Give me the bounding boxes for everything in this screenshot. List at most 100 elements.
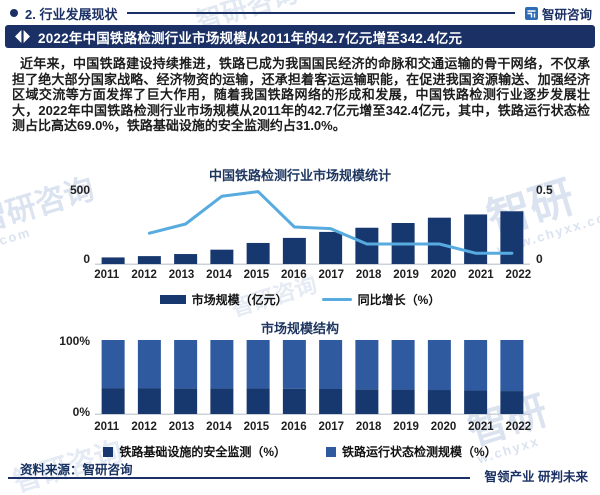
- x-axis-label: 2022: [505, 421, 532, 433]
- x-axis-label: 2016: [281, 421, 307, 433]
- stack-top-2022: [500, 340, 524, 392]
- stack-top-2021: [464, 340, 488, 391]
- bar-2016: [282, 237, 306, 264]
- square-swatch-icon: [326, 446, 336, 457]
- bar-2022: [500, 211, 524, 264]
- chart2-y-axis-min: 0%: [72, 405, 90, 419]
- stack-top-2015: [246, 340, 270, 389]
- stack-top-2012: [137, 340, 161, 389]
- x-axis-label: 2017: [318, 269, 345, 281]
- chart2-legend: 铁路基础设施的安全监测（%） 铁路运行状态检测规模（%）: [0, 443, 600, 460]
- brand-icon: [524, 6, 538, 20]
- chart2-title: 市场规模结构: [260, 321, 339, 336]
- legend-item-market-size: 市场规模（亿元）: [159, 291, 288, 308]
- x-axis-label: 2014: [206, 421, 232, 433]
- stack-top-2017: [319, 340, 343, 389]
- x-axis-label: 2020: [430, 421, 457, 433]
- bar-2015: [246, 242, 270, 264]
- bar-2020: [427, 217, 451, 264]
- brand-logo: 智研咨询: [524, 4, 592, 23]
- stack-bottom-2020: [427, 390, 451, 414]
- bar-2017: [319, 231, 343, 264]
- stack-bottom-2012: [137, 388, 161, 414]
- stack-bottom-2022: [500, 391, 524, 414]
- legend-item-infrastructure-monitoring: 铁路基础设施的安全监测（%）: [103, 443, 286, 460]
- x-axis-label: 2014: [206, 269, 232, 281]
- stack-top-2016: [282, 340, 306, 389]
- header-divider: [127, 12, 515, 14]
- x-axis-label: 2021: [468, 421, 494, 433]
- x-axis-label: 2011: [94, 421, 120, 433]
- legend-label: 市场规模（亿元）: [191, 293, 288, 307]
- x-axis-label: 2013: [168, 269, 195, 281]
- square-swatch-icon: [103, 446, 114, 457]
- legend-item-growth: 同比增长（%）: [321, 291, 441, 308]
- chart2-y-axis-max: 100%: [59, 334, 90, 348]
- stack-top-2014: [210, 340, 234, 389]
- x-axis-label: 2015: [243, 269, 270, 281]
- bar-2021: [464, 214, 488, 264]
- stack-bottom-2021: [464, 390, 488, 414]
- bar-2011: [101, 257, 125, 264]
- body-paragraph: 近年来，中国铁路建设持续推进，铁路已成为我国国民经济的命脉和交通运输的骨干网络，…: [12, 56, 590, 134]
- legend-label: 铁路运行状态检测规模（%）: [342, 445, 497, 459]
- legend-label: 同比增长（%）: [357, 293, 441, 307]
- legend-label: 铁路基础设施的安全监测（%）: [119, 445, 286, 459]
- chart1-legend: 市场规模（亿元） 同比增长（%）: [0, 291, 600, 308]
- brand-slogan: 智领产业 研判未来: [484, 470, 588, 484]
- chart2-x-axis: 2011 2012 2013 2014 2015 2016 2017 2018 2019 2020…: [88, 421, 537, 433]
- stack-top-2019: [391, 340, 415, 390]
- stack-bottom-2017: [319, 388, 343, 414]
- chart1-left-axis-min: 0: [83, 252, 90, 266]
- legend-item-operation-detection: 铁路运行状态检测规模（%）: [326, 443, 497, 460]
- chart1-x-axis: 2011 2012 2013 2014 2015 2016 2017 2018 2019 2020…: [88, 269, 537, 281]
- chart1-right-axis-min: 0: [536, 252, 543, 266]
- x-axis-label: 2011: [94, 269, 120, 281]
- headline-banner: 2022年中国铁路检测行业市场规模从2011年的42.7亿元增至342.4亿元: [5, 25, 595, 48]
- stack-top-2018: [355, 340, 379, 390]
- stack-top-2011: [101, 340, 125, 389]
- bar-2013: [174, 254, 198, 264]
- stack-bottom-2016: [282, 388, 306, 414]
- stack-bottom-2015: [246, 388, 270, 414]
- bar-2012: [137, 256, 161, 264]
- stack-bottom-2018: [355, 389, 379, 414]
- x-axis-label: 2020: [430, 269, 457, 281]
- x-axis-label: 2019: [393, 421, 419, 433]
- headline-title: 2022年中国铁路检测行业市场规模从2011年的42.7亿元增至342.4亿元: [38, 30, 463, 46]
- stack-bottom-2011: [101, 388, 125, 414]
- market-structure-chart: [95, 340, 530, 415]
- diamond-icon: [15, 30, 30, 43]
- stack-bottom-2014: [210, 388, 234, 414]
- x-axis-label: 2012: [131, 269, 157, 281]
- chart1-right-axis-max: 0.5: [536, 183, 553, 197]
- line-swatch-icon: [321, 298, 352, 301]
- x-axis-label: 2012: [131, 421, 157, 433]
- page-header: 2. 行业发展现状 智研咨询: [10, 4, 592, 22]
- bar-2014: [210, 249, 234, 264]
- brand-name: 智研咨询: [541, 7, 592, 22]
- x-axis-label: 2018: [355, 421, 382, 433]
- bullet-icon: [10, 9, 18, 17]
- stack-top-2013: [174, 340, 198, 389]
- stack-bottom-2013: [174, 388, 198, 414]
- x-axis-label: 2015: [243, 421, 270, 433]
- stack-top-2020: [427, 340, 451, 391]
- x-axis-label: 2017: [318, 421, 345, 433]
- stack-bottom-2019: [391, 389, 415, 414]
- bar-swatch-icon: [159, 295, 186, 304]
- chart1-left-axis-max: 500: [69, 183, 90, 197]
- x-axis-label: 2022: [505, 269, 532, 281]
- x-axis-label: 2018: [355, 269, 382, 281]
- section-title: 2. 行业发展现状: [25, 6, 118, 22]
- chart1-title: 中国铁路检测行业市场规模统计: [208, 168, 391, 183]
- x-axis-label: 2019: [393, 269, 419, 281]
- footer-divider: [8, 477, 470, 479]
- source-note: 资料来源：智研咨询: [20, 463, 133, 477]
- x-axis-label: 2016: [281, 269, 307, 281]
- market-size-chart: [95, 190, 530, 265]
- x-axis-label: 2021: [468, 269, 494, 281]
- x-axis-label: 2013: [168, 421, 195, 433]
- bar-2018: [355, 227, 379, 264]
